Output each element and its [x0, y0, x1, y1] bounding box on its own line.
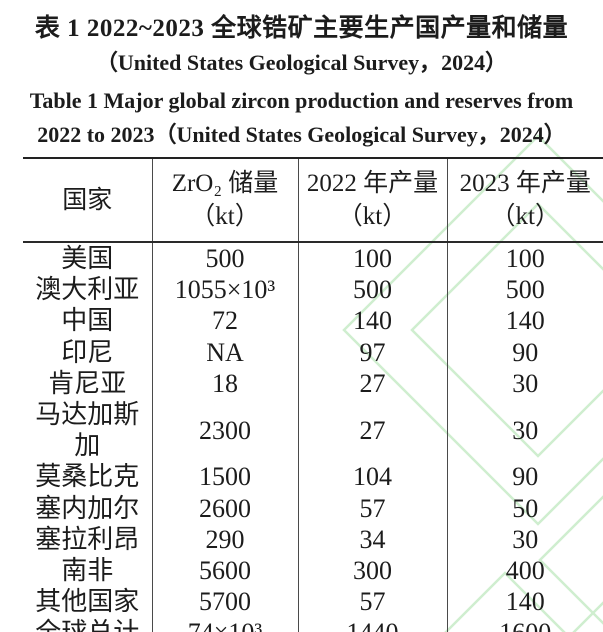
cell-country: 其他国家	[23, 586, 153, 618]
cell-production-2023: 50	[512, 493, 539, 523]
table-row: 美国 500 100 100	[23, 242, 603, 275]
cell-country: 中国	[23, 305, 153, 337]
cell-country: 肯尼亚	[23, 367, 153, 400]
cell-country: 全球总计	[23, 617, 153, 632]
cell-production-2022: 57	[298, 586, 448, 618]
cell-reserves: 500	[152, 242, 299, 275]
cell-production-2022: 100	[298, 242, 448, 275]
cell-production-2023: 90	[512, 462, 539, 492]
table-row: 塞拉利昂 290 34 30	[23, 523, 603, 556]
cell-production-2022: 27	[298, 399, 448, 462]
cell-production-2023: 500	[505, 275, 545, 305]
caption-source: （United States Geological Survey，2024）	[95, 50, 508, 75]
cell-reserves: 1500	[152, 461, 299, 493]
cell-reserves: 72	[152, 305, 299, 337]
cell-production-2022: 34	[298, 523, 448, 556]
cell-production-2022: 1440	[298, 617, 448, 632]
cell-country: 塞内加尔	[23, 492, 153, 524]
cell-production-2023: 140	[505, 306, 545, 336]
table-row: 全球总计74×10³14401600	[23, 617, 603, 632]
cell-reserves: 74×10³	[152, 617, 299, 632]
cell-reserves: 1055×10³	[152, 274, 299, 306]
caption-zh: 表 1 2022~2023 全球锆矿主要生产国产量和储量	[34, 15, 569, 42]
cell-reserves: 18	[152, 367, 299, 400]
cell-production-2022: 140	[298, 305, 448, 337]
cell-production-2022: 97	[298, 336, 448, 368]
cell-country: 莫桑比克	[23, 461, 153, 493]
cell-country: 南非	[23, 555, 153, 587]
cell-reserves: 290	[152, 523, 299, 556]
table-row: 莫桑比克 1500 104 90	[23, 461, 603, 493]
cell-production-2022: 57	[298, 492, 448, 524]
cell-production-2023: 30	[512, 368, 539, 398]
table-header: 国家 ZrO₂ 储量 （kt） 2022 年产量 （kt） 2023 年产量 （…	[23, 158, 603, 243]
caption-en-line1: Table 1 Major global zircon production a…	[29, 88, 574, 113]
cell-country: 美国	[23, 242, 153, 275]
table-row: 肯尼亚 18 27 30	[23, 367, 603, 400]
cell-reserves: 2600	[152, 492, 299, 524]
cell-production-2023: 140	[505, 587, 545, 617]
cell-production-2023: 100	[505, 244, 545, 273]
table-row: 塞内加尔 2600 57 50	[23, 492, 603, 524]
table-row: 其他国家 5700 57 140	[23, 586, 603, 618]
zircon-production-table: 国家 ZrO₂ 储量 （kt） 2022 年产量 （kt） 2023 年产量 （…	[23, 157, 603, 632]
cell-reserves: NA	[152, 336, 299, 368]
cell-production-2023: 90	[512, 337, 539, 367]
cell-production-2022: 104	[298, 461, 448, 493]
cell-production-2022: 300	[298, 555, 448, 587]
table-caption: 表 1 2022~2023 全球锆矿主要生产国产量和储量 （United Sta…	[0, 12, 603, 151]
cell-reserves: 5700	[152, 586, 299, 618]
cell-country: 印尼	[23, 336, 153, 368]
table-row: 澳大利亚 1055×10³ 500 500	[23, 274, 603, 306]
header-production-2023: 2023 年产量 （kt）	[447, 158, 603, 243]
cell-country: 澳大利亚	[23, 274, 153, 306]
cell-production-2022: 500	[298, 274, 448, 306]
table-row: 印尼 NA 97 90	[23, 336, 603, 368]
cell-production-2022: 27	[298, 367, 448, 400]
cell-production-2023: 1600	[447, 617, 603, 632]
table-row: 马达加斯加 2300 27 30	[23, 399, 603, 462]
header-country: 国家	[23, 158, 153, 243]
cell-production-2023: 30	[512, 524, 539, 554]
cell-production-2023: 400	[505, 556, 545, 586]
table-body: 美国 500 100 100 澳大利亚 1055×10³ 500 500 中国 72 140 140 印…	[23, 242, 603, 632]
cell-reserves: 5600	[152, 555, 299, 587]
cell-production-2023: 30	[512, 415, 539, 445]
caption-en-line2: 2022 to 2023（United States Geological Su…	[37, 122, 566, 147]
table-row: 中国 72 140 140	[23, 305, 603, 337]
table-row: 南非 5600 300 400	[23, 555, 603, 587]
header-production-2022: 2022 年产量 （kt）	[298, 158, 448, 243]
cell-reserves: 2300	[152, 399, 299, 462]
cell-country: 马达加斯加	[23, 399, 153, 462]
cell-country: 塞拉利昂	[23, 523, 153, 556]
header-reserves: ZrO₂ 储量 （kt）	[152, 158, 299, 243]
